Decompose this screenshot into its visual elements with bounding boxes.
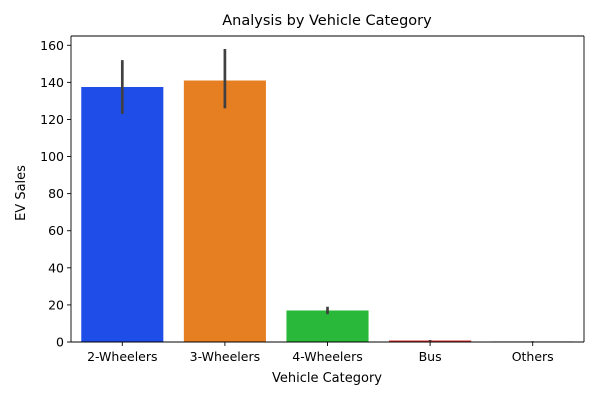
y-tick-label: 80 xyxy=(48,186,64,201)
y-axis-label: EV Sales xyxy=(14,165,29,221)
y-tick-label: 140 xyxy=(40,75,64,90)
x-tick-label: Others xyxy=(512,349,554,364)
chart-title: Analysis by Vehicle Category xyxy=(222,13,432,29)
y-tick-label: 160 xyxy=(40,38,64,53)
x-tick-label: Bus xyxy=(419,349,442,364)
y-axis-ticks: 0 20 40 60 80 100 120 140 160 xyxy=(40,38,71,350)
y-tick-label: 0 xyxy=(56,335,64,350)
y-tick-label: 20 xyxy=(48,297,64,312)
x-tick-label: 2-Wheelers xyxy=(87,349,157,364)
y-tick-label: 120 xyxy=(40,112,64,127)
bar-3-wheelers xyxy=(183,80,266,342)
bar-4-wheelers xyxy=(286,310,369,342)
bar-bus xyxy=(389,340,472,342)
bar-2-wheelers xyxy=(81,87,164,342)
plot-area xyxy=(70,35,585,343)
x-axis-label: Vehicle Category xyxy=(272,371,382,386)
x-axis-ticks: 2-Wheelers 3-Wheelers 4-Wheelers Bus Others xyxy=(87,342,554,364)
y-tick-label: 100 xyxy=(40,149,64,164)
y-tick-label: 40 xyxy=(48,260,64,275)
y-tick-label: 60 xyxy=(48,223,64,238)
x-tick-label: 4-Wheelers xyxy=(292,349,362,364)
x-tick-label: 3-Wheelers xyxy=(190,349,260,364)
